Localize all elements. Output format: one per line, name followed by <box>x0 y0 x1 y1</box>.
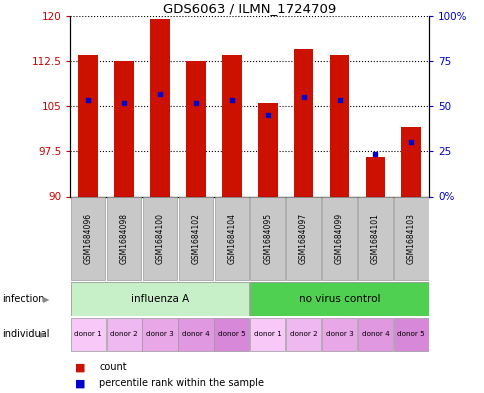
Text: GSM1684101: GSM1684101 <box>370 213 379 264</box>
Bar <box>106 197 141 280</box>
Title: GDS6063 / ILMN_1724709: GDS6063 / ILMN_1724709 <box>163 2 336 15</box>
Text: GSM1684099: GSM1684099 <box>334 213 343 264</box>
Text: GSM1684096: GSM1684096 <box>84 213 92 264</box>
Bar <box>321 318 356 351</box>
Text: ▶: ▶ <box>40 330 46 339</box>
Bar <box>286 197 320 280</box>
Text: ■: ■ <box>75 362 86 373</box>
Bar <box>357 197 392 280</box>
Bar <box>214 318 249 351</box>
Bar <box>71 318 106 351</box>
Text: donor 4: donor 4 <box>182 331 210 338</box>
Bar <box>321 197 356 280</box>
Bar <box>250 283 428 316</box>
Text: donor 1: donor 1 <box>74 331 102 338</box>
Text: count: count <box>99 362 127 373</box>
Bar <box>214 197 249 280</box>
Text: donor 3: donor 3 <box>146 331 174 338</box>
Text: no virus control: no virus control <box>298 294 379 304</box>
Bar <box>286 318 320 351</box>
Text: GSM1684104: GSM1684104 <box>227 213 236 264</box>
Bar <box>142 318 177 351</box>
Bar <box>393 318 428 351</box>
Bar <box>329 55 348 196</box>
Text: GSM1684098: GSM1684098 <box>120 213 128 264</box>
Text: donor 2: donor 2 <box>110 331 138 338</box>
Bar <box>222 55 241 196</box>
Text: influenza A: influenza A <box>131 294 189 304</box>
Bar <box>365 157 384 196</box>
Bar <box>71 197 106 280</box>
Bar <box>401 127 420 196</box>
Bar <box>393 197 428 280</box>
Bar <box>250 197 285 280</box>
Bar <box>357 318 392 351</box>
Bar <box>178 318 213 351</box>
Text: GSM1684100: GSM1684100 <box>155 213 164 264</box>
Text: donor 5: donor 5 <box>396 331 424 338</box>
Text: GSM1684097: GSM1684097 <box>299 213 307 264</box>
Bar <box>142 197 177 280</box>
Text: GSM1684103: GSM1684103 <box>406 213 415 264</box>
Bar <box>178 197 213 280</box>
Bar <box>114 61 134 196</box>
Bar <box>257 103 277 196</box>
Text: ■: ■ <box>75 378 86 388</box>
Text: individual: individual <box>2 329 50 340</box>
Text: donor 4: donor 4 <box>361 331 389 338</box>
Text: ▶: ▶ <box>43 295 49 303</box>
Text: percentile rank within the sample: percentile rank within the sample <box>99 378 264 388</box>
Text: donor 3: donor 3 <box>325 331 353 338</box>
Bar <box>71 283 249 316</box>
Bar <box>150 19 169 196</box>
Bar <box>250 318 285 351</box>
Text: GSM1684095: GSM1684095 <box>263 213 272 264</box>
Bar <box>293 49 313 196</box>
Text: GSM1684102: GSM1684102 <box>191 213 200 264</box>
Text: donor 2: donor 2 <box>289 331 317 338</box>
Bar <box>106 318 141 351</box>
Bar <box>78 55 98 196</box>
Text: infection: infection <box>2 294 45 304</box>
Bar <box>186 61 205 196</box>
Text: donor 5: donor 5 <box>217 331 245 338</box>
Text: donor 1: donor 1 <box>253 331 281 338</box>
